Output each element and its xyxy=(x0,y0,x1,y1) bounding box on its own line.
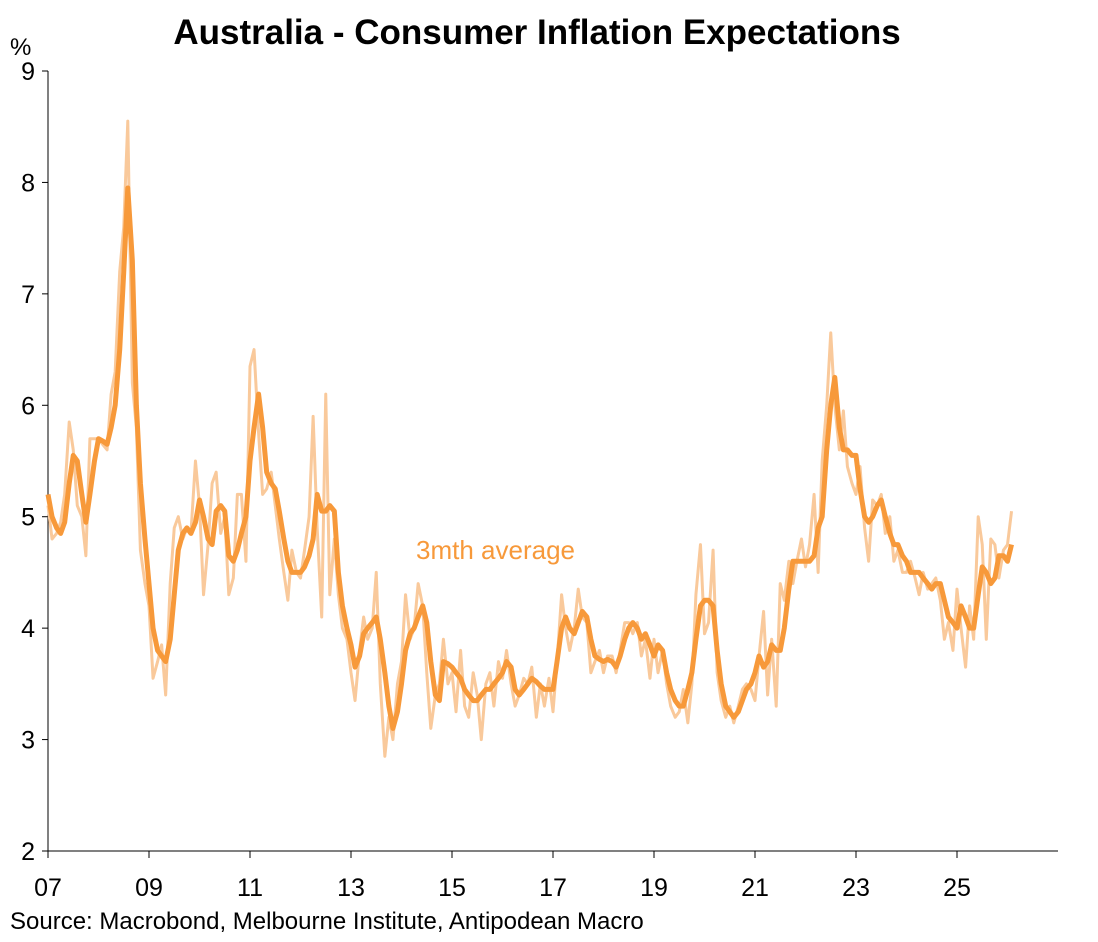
series-annotation: 3mth average xyxy=(416,535,575,565)
source-note: Source: Macrobond, Melbourne Institute, … xyxy=(10,908,644,935)
x-tick-label: 25 xyxy=(943,874,971,902)
y-tick-label: 6 xyxy=(21,392,35,420)
y-tick-label: 2 xyxy=(21,838,35,866)
y-axis-label: % xyxy=(10,34,31,61)
y-tick-label: 3 xyxy=(21,727,35,755)
x-tick-label: 17 xyxy=(539,874,567,902)
chart-title: Australia - Consumer Inflation Expectati… xyxy=(173,13,900,52)
x-tick-label: 21 xyxy=(741,874,769,902)
x-tick-label: 07 xyxy=(34,874,62,902)
x-tick-label: 13 xyxy=(337,874,365,902)
series-line xyxy=(46,119,1014,758)
x-tick-label: 09 xyxy=(135,874,163,902)
x-tick-label: 11 xyxy=(237,874,263,902)
y-tick-label: 4 xyxy=(21,615,35,643)
x-tick-label: 23 xyxy=(842,874,870,902)
x-tick-label: 15 xyxy=(438,874,466,902)
y-tick-label: 5 xyxy=(21,504,35,532)
y-tick-label: 8 xyxy=(21,169,35,197)
series-line xyxy=(45,185,1014,731)
x-tick-label: 19 xyxy=(640,874,668,902)
y-tick-label: 7 xyxy=(21,281,35,309)
y-tick-label: 9 xyxy=(21,58,35,86)
